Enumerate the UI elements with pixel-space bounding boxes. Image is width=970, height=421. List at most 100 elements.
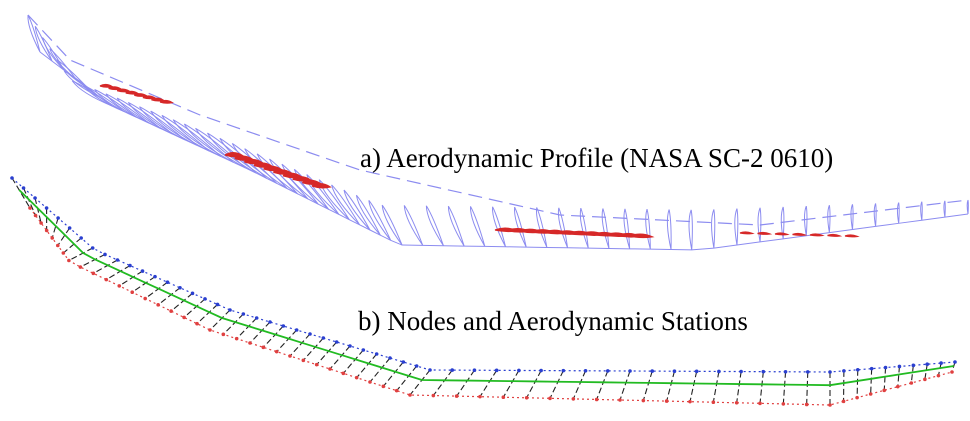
trailing-edge-node: [431, 393, 436, 398]
trailing-edge-node: [208, 328, 212, 332]
trailing-edge-node: [394, 388, 399, 393]
highlighted-section: [629, 233, 655, 239]
leading-edge-node: [925, 362, 930, 367]
caption-b: b) Nodes and Aerodynamic Stations: [358, 306, 748, 336]
station-connector: [329, 345, 351, 370]
station-connector: [432, 369, 453, 396]
trailing-edge-node: [156, 303, 160, 307]
leading-edge-node: [472, 368, 477, 373]
station-connector: [596, 370, 609, 400]
station-connector: [856, 369, 859, 398]
station-connector: [196, 304, 218, 325]
highlighted-section: [108, 86, 123, 91]
leading-edge-node: [228, 308, 232, 312]
profile-section: [896, 202, 900, 224]
station-connector: [118, 270, 143, 287]
highlighted-section: [116, 88, 132, 93]
profile-section: [34, 25, 53, 62]
trailing-edge-node: [594, 397, 599, 402]
leading-edge-node: [883, 365, 888, 370]
trailing-edge-node: [734, 400, 739, 405]
trailing-edge-node: [501, 395, 506, 400]
station-connector: [356, 353, 378, 379]
trailing-edge-node: [182, 315, 186, 320]
nodes-stations-panel: [10, 176, 957, 407]
station-connector: [910, 365, 914, 384]
leading-edge-node: [517, 368, 521, 373]
leading-edge-node: [842, 369, 846, 373]
station-connector: [502, 370, 520, 398]
leading-edge-node: [672, 369, 677, 374]
station-connector: [549, 370, 564, 399]
leading-edge-node: [939, 361, 943, 365]
profile-section: [920, 201, 923, 221]
leading-edge-node: [21, 186, 26, 190]
leading-edge-node: [428, 368, 432, 372]
profile-section: [56, 59, 89, 89]
trailing-edge-node: [664, 399, 669, 403]
trailing-edge-node: [368, 380, 372, 384]
station-connector: [144, 281, 168, 299]
highlighted-section: [125, 90, 140, 95]
station-connector: [157, 287, 181, 306]
trailing-edge-node: [328, 367, 332, 371]
trailing-edge-node: [61, 251, 66, 255]
leading-edge-node: [215, 302, 220, 307]
trailing-edge-node: [33, 213, 38, 218]
trailing-edge-node: [478, 394, 482, 399]
leading-edge-node: [79, 236, 83, 240]
station-connector: [870, 368, 873, 395]
trailing-edge-node: [895, 384, 900, 389]
caption-a: a) Aerodynamic Profile (NASA SC-2 0610): [360, 143, 833, 173]
station-connector: [289, 333, 311, 357]
trailing-edge-node: [91, 271, 96, 276]
profile-section: [49, 48, 77, 80]
leading-edge-node: [56, 216, 60, 220]
leading-edge-node: [605, 369, 610, 373]
station-connector: [342, 349, 364, 374]
profile-section: [535, 207, 548, 248]
station-connector: [302, 337, 324, 361]
profile-section: [116, 97, 162, 129]
leading-edge-node: [414, 364, 419, 368]
leading-edge-node: [103, 252, 107, 257]
trailing-edge-node: [618, 398, 622, 402]
leading-edge-node: [153, 274, 157, 279]
leading-edge-node: [203, 297, 207, 301]
leading-edge-node: [67, 226, 72, 230]
profile-section: [873, 203, 877, 227]
trailing-edge-node: [711, 400, 716, 405]
station-connector: [937, 362, 942, 376]
station-connector: [209, 309, 231, 331]
profile-section: [688, 209, 693, 250]
trailing-edge-node: [78, 265, 83, 269]
station-connector: [806, 371, 809, 405]
profile-section: [127, 101, 174, 135]
leading-edge-node: [650, 369, 655, 373]
profile-section: [601, 208, 610, 249]
highlighted-section: [792, 232, 808, 236]
station-connector: [924, 364, 928, 380]
highlighted-section: [99, 83, 114, 88]
profile-section: [355, 194, 381, 236]
station-connector: [642, 370, 653, 401]
leading-edge-node: [717, 369, 721, 374]
profile-section: [780, 206, 785, 239]
station-connector: [369, 357, 391, 383]
station-connectors: [11, 177, 956, 405]
leading-edge-node: [254, 316, 259, 320]
trailing-edge-node: [841, 399, 846, 404]
leading-edge-node: [561, 368, 566, 373]
profile-section: [139, 106, 186, 141]
station-nodes: [10, 176, 957, 407]
profile-sections: [27, 14, 969, 250]
profile-section: [331, 184, 361, 226]
leading-edge-node: [33, 196, 37, 200]
profile-section: [803, 205, 808, 236]
profile-section: [734, 208, 739, 246]
trailing-edge-node: [548, 396, 552, 401]
trailing-edge-node: [234, 336, 239, 341]
trailing-edge-node: [288, 354, 292, 358]
highlighted-section: [151, 97, 166, 102]
